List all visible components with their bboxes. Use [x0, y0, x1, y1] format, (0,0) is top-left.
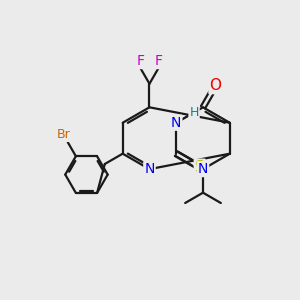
- Text: S: S: [195, 160, 205, 175]
- Text: F: F: [136, 54, 145, 68]
- Text: N: N: [144, 162, 154, 176]
- Text: O: O: [209, 78, 221, 93]
- Text: N: N: [171, 116, 181, 130]
- Text: H: H: [189, 106, 199, 119]
- Text: N: N: [198, 162, 208, 176]
- Text: Br: Br: [56, 128, 70, 141]
- Text: F: F: [154, 54, 162, 68]
